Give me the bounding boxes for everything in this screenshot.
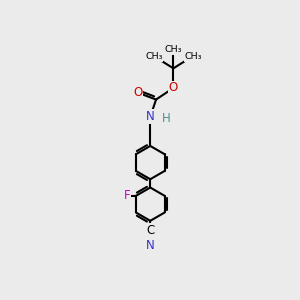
Text: O: O xyxy=(133,86,142,99)
Text: CH₃: CH₃ xyxy=(184,52,202,61)
Text: CH₃: CH₃ xyxy=(165,45,182,54)
Text: C: C xyxy=(146,224,154,237)
Text: H: H xyxy=(162,112,171,124)
Text: N: N xyxy=(146,238,155,252)
Text: N: N xyxy=(146,110,155,123)
Text: CH₃: CH₃ xyxy=(145,52,163,61)
Text: O: O xyxy=(169,82,178,94)
Text: F: F xyxy=(124,189,130,203)
